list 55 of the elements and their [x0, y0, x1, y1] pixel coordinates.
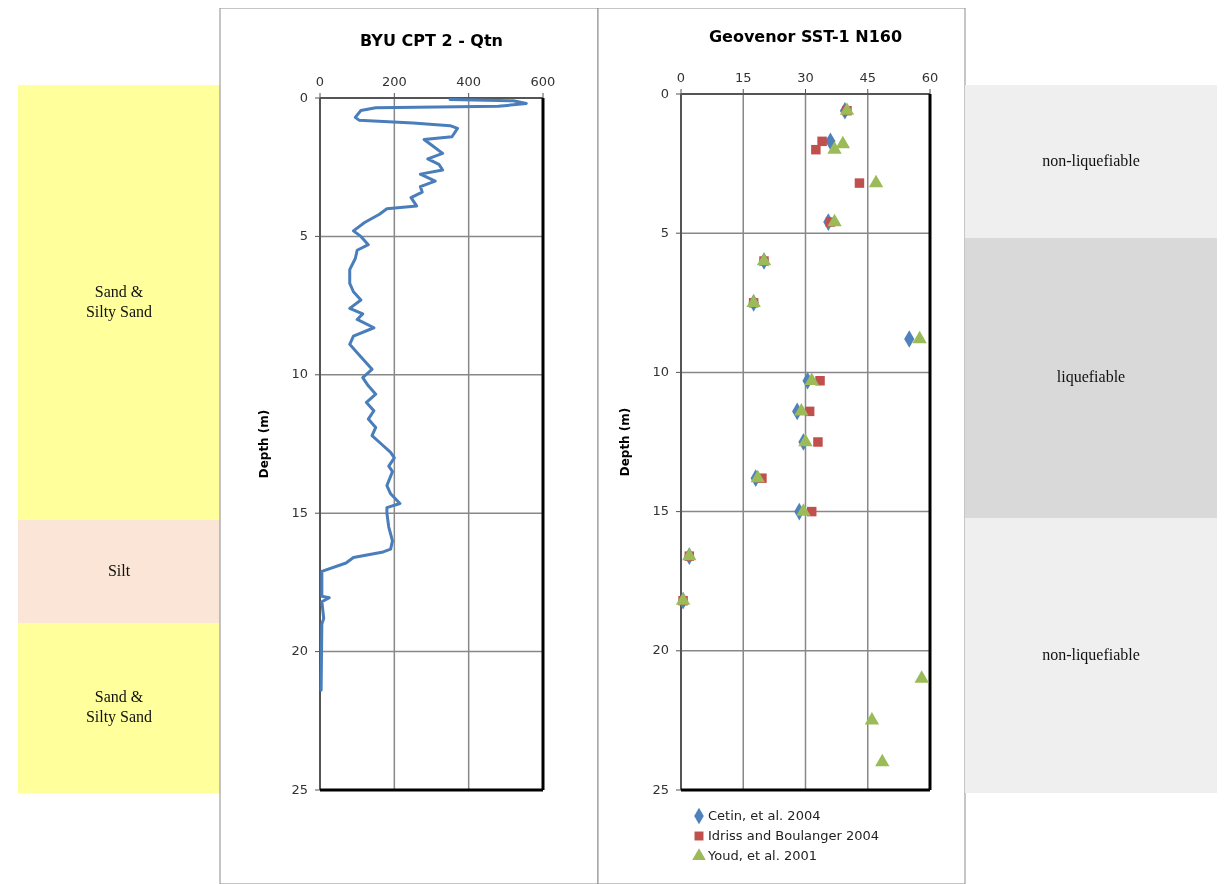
point	[798, 433, 813, 447]
point	[835, 135, 851, 149]
point	[912, 330, 927, 344]
text: Sand & Silty Sand	[85, 282, 153, 321]
y-tick-label: 20	[291, 643, 308, 659]
y-tick-label: 25	[652, 781, 669, 797]
point	[914, 670, 929, 683]
y-axis-title: Depth (m)	[257, 409, 271, 479]
x-tick-label: 200	[381, 74, 407, 89]
x-tick-label: 45	[859, 70, 877, 85]
text: non-liquefiable	[1042, 151, 1140, 170]
point	[746, 294, 761, 307]
x-tick-label: 15	[734, 70, 752, 85]
line-series	[319, 97, 528, 692]
y-tick-label: 10	[652, 363, 669, 379]
y-tick-label: 15	[652, 503, 669, 519]
point	[682, 547, 697, 561]
point	[864, 712, 880, 725]
point	[813, 437, 823, 447]
x-tick-label: 600	[530, 74, 556, 89]
legend-label: Cetin, et al. 2004	[708, 807, 821, 823]
y-tick-label: 0	[660, 85, 669, 101]
y-tick-label: 0	[299, 89, 308, 105]
x-tick-label: 0	[676, 70, 686, 85]
point	[827, 141, 842, 154]
legend-label: Youd, et al. 2001	[707, 847, 818, 863]
text: Silt	[107, 561, 131, 579]
text: non-liquefiable	[1042, 645, 1140, 664]
point	[756, 252, 772, 266]
chart-title: Geovenor SST-1 N160	[708, 27, 903, 46]
x-tick-label: 0	[315, 74, 325, 89]
text: Sand & Silty Sand	[85, 687, 153, 726]
point	[750, 469, 765, 483]
point	[804, 372, 819, 385]
point	[875, 753, 890, 767]
point	[794, 403, 809, 416]
y-tick-label: 5	[660, 224, 669, 240]
y-tick-label: 20	[652, 642, 669, 658]
chart-title: BYU CPT 2 - Qtn	[360, 31, 503, 50]
point	[868, 174, 884, 188]
x-tick-label: 60	[921, 70, 939, 85]
x-tick-label: 400	[456, 74, 482, 89]
y-tick-label: 10	[291, 366, 308, 382]
point	[796, 503, 811, 516]
point	[854, 178, 865, 188]
y-tick-label: 25	[291, 781, 308, 797]
text: liquefiable	[1056, 367, 1126, 386]
point	[811, 144, 821, 155]
point	[827, 213, 842, 227]
y-tick-label: 5	[299, 227, 308, 243]
y-axis-title: Depth (m)	[618, 407, 632, 477]
legend-label: Idriss and Boulanger 2004	[708, 827, 880, 843]
x-tick-label: 30	[797, 70, 814, 85]
y-tick-label: 15	[291, 504, 308, 520]
point	[817, 136, 827, 147]
